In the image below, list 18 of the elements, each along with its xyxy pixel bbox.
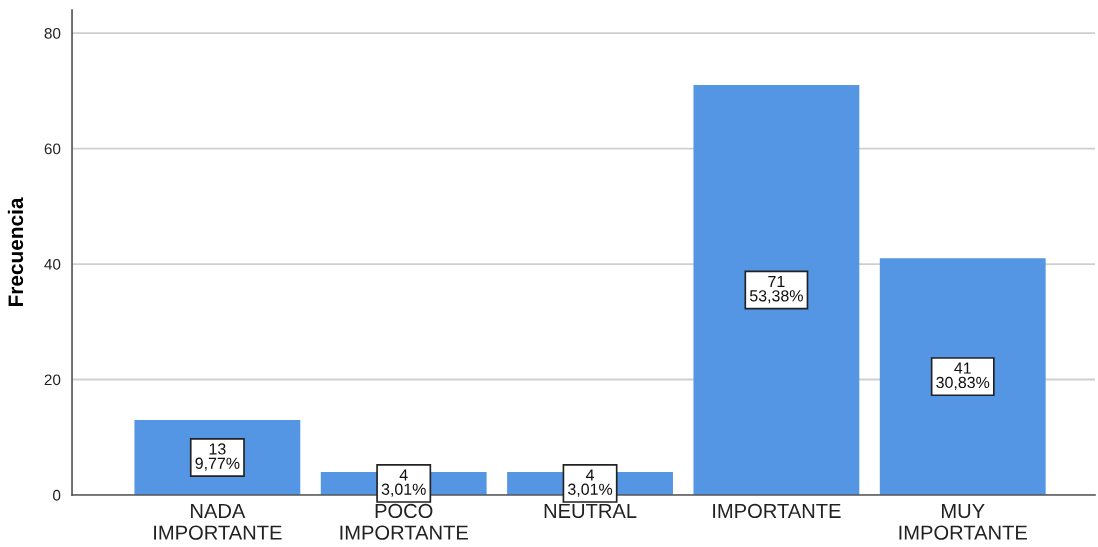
y-axis-title: Frecuencia (7, 197, 24, 307)
x-tick-label: NADA IMPORTANTE (154, 504, 282, 540)
x-tick-label: IMPORTANTE (713, 503, 841, 519)
y-tick-label: 40 (44, 258, 61, 270)
bar (693, 85, 860, 495)
data-label: 4 3,01% (381, 469, 426, 497)
x-tick-label: POCO IMPORTANTE (340, 503, 468, 540)
y-tick-label: 20 (44, 374, 61, 386)
data-label: 4 3,01% (568, 469, 613, 497)
data-label: 41 30,83% (936, 362, 990, 390)
data-label: 71 53,38% (749, 276, 803, 304)
y-tick-label: 0 (53, 489, 61, 501)
y-tick-label: 60 (44, 143, 61, 155)
y-tick-label: 80 (44, 27, 61, 39)
x-tick-label: NEUTRAL (544, 504, 637, 519)
bar (879, 258, 1046, 495)
data-label: 13 9,77% (195, 443, 240, 471)
x-tick-label: MUY IMPORTANTE (899, 504, 1027, 540)
